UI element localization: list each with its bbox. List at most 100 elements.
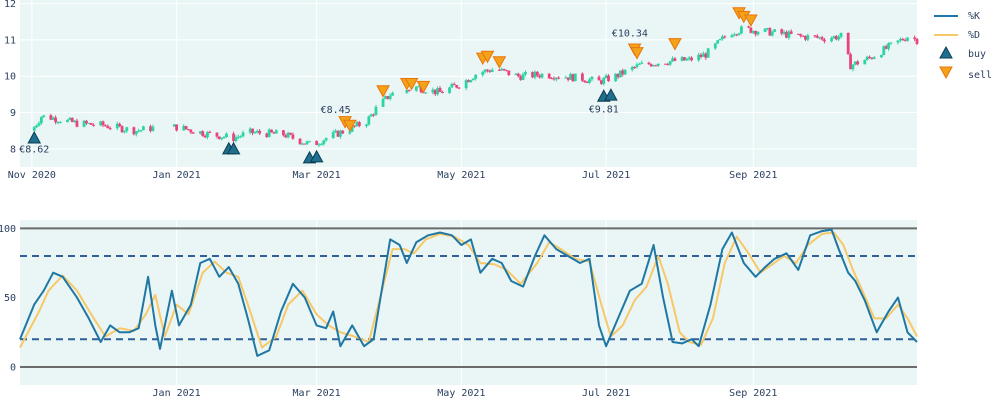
- candle-body: [282, 130, 285, 136]
- candle-body: [699, 54, 703, 57]
- candle-body: [538, 75, 542, 78]
- candle-body: [440, 92, 444, 94]
- candle-body: [265, 133, 269, 137]
- candle-body: [531, 72, 534, 78]
- candle-body: [581, 73, 584, 81]
- candle-body: [737, 33, 741, 35]
- candle-body: [89, 123, 93, 125]
- candle-body: [732, 34, 736, 36]
- candle-body: [763, 28, 767, 32]
- sell-marker: [480, 50, 495, 64]
- candle-body: [488, 70, 492, 72]
- candle-body: [198, 131, 202, 134]
- candle-body: [564, 77, 568, 79]
- candle-body: [766, 28, 769, 30]
- candle-body: [521, 74, 525, 80]
- candle-body: [286, 132, 290, 138]
- candle-body: [32, 127, 36, 131]
- candle-body: [253, 132, 257, 134]
- candle-body: [806, 35, 810, 40]
- candle-body: [172, 124, 176, 127]
- candle-body: [906, 37, 909, 41]
- candle-body: [749, 27, 753, 33]
- candle-body: [533, 71, 537, 78]
- candle-body: [716, 40, 720, 44]
- candle-body: [232, 133, 235, 141]
- candle-body: [780, 29, 784, 34]
- candle-body: [357, 122, 361, 127]
- candle-body: [623, 69, 627, 75]
- candle-body: [241, 132, 245, 137]
- candle-body: [813, 35, 817, 37]
- candle-body: [338, 130, 342, 137]
- price-y-tick-label: 11: [4, 35, 16, 46]
- candle-body: [671, 58, 674, 62]
- candle-body: [424, 92, 428, 94]
- candle-body: [467, 80, 470, 83]
- candle-body: [374, 106, 378, 115]
- candle-body: [175, 124, 179, 131]
- candle-body: [350, 125, 354, 132]
- candle-body: [870, 57, 874, 59]
- candle-body: [607, 75, 610, 82]
- candle-body: [448, 87, 451, 94]
- candle-body: [599, 80, 603, 84]
- candle-body: [305, 141, 309, 144]
- candle-body: [856, 61, 860, 65]
- candle-body: [787, 31, 791, 38]
- candle-body: [680, 57, 684, 61]
- sell-marker: [343, 119, 357, 133]
- candle-body: [139, 130, 143, 132]
- candle-body: [654, 65, 658, 67]
- candle-body: [540, 73, 544, 78]
- price-annotation: €9.81: [589, 105, 619, 116]
- price-x-tick-label: Mar 2021: [293, 170, 341, 181]
- candle-body: [315, 141, 319, 146]
- candle-body: [203, 135, 207, 138]
- candle-body: [621, 70, 625, 75]
- candle-body: [853, 61, 857, 65]
- candle-body: [222, 136, 226, 138]
- candle-body: [255, 130, 259, 133]
- candle-body: [898, 38, 902, 41]
- candle-body: [234, 137, 238, 141]
- candle-body: [433, 89, 437, 95]
- candle-body: [137, 130, 141, 132]
- candle-body: [730, 35, 734, 38]
- price-x-tick-label: Jul 2021: [582, 170, 630, 181]
- candle-body: [68, 117, 72, 120]
- candle-body: [647, 62, 651, 65]
- candle-body: [73, 120, 76, 122]
- candle-body: [225, 133, 228, 137]
- candle-body: [58, 122, 62, 124]
- candle-body: [248, 128, 252, 133]
- candle-body: [220, 137, 224, 140]
- candle-body: [552, 78, 556, 80]
- price-x-tick-label: May 2021: [437, 170, 485, 181]
- candle-body: [92, 124, 95, 126]
- candle-body: [884, 46, 888, 49]
- candle-body: [469, 80, 473, 83]
- candle-body: [569, 74, 572, 80]
- candle-body: [37, 123, 41, 126]
- legend-sell-marker: [939, 66, 953, 80]
- candle-body: [754, 30, 758, 35]
- candle-body: [331, 132, 335, 139]
- candle-body: [51, 117, 55, 120]
- price-annotation: €10.34: [612, 28, 648, 39]
- candle-body: [298, 138, 302, 144]
- sell-marker: [404, 78, 419, 91]
- candle-body: [524, 72, 527, 75]
- candle-body: [887, 43, 890, 49]
- candle-body: [834, 36, 838, 40]
- candle-body: [471, 78, 475, 81]
- candle-body: [747, 26, 750, 28]
- candle-body: [384, 96, 387, 99]
- candle-body: [104, 125, 107, 127]
- candle-body: [583, 80, 587, 83]
- candle-body: [721, 36, 724, 39]
- candle-body: [438, 88, 442, 93]
- price-panel: 8 9 10 11 12 Nov 2020 Jan 2021 Mar 2021 May 2021…: [4, 0, 919, 181]
- candle-body: [770, 31, 774, 36]
- candle-body: [702, 53, 705, 57]
